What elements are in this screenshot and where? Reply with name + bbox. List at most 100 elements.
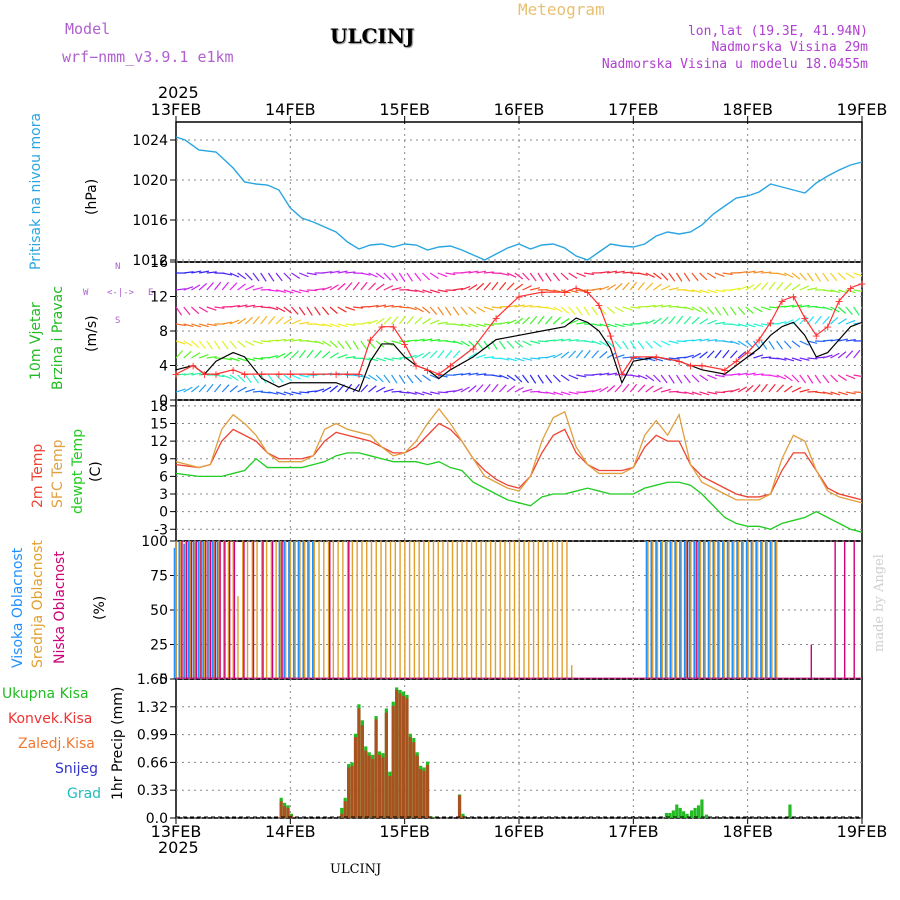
wind-gust-marker: + [377,321,386,334]
wind-arrow [429,319,440,325]
wind-arrow [522,388,533,393]
wind-arrow [398,374,406,384]
wind-arrow [614,323,625,328]
wind-arrow [460,340,470,347]
wind-gust-marker: + [211,368,220,381]
precip-legend-freezing: Zaledj.Kisa [18,736,95,752]
wind-arrow [229,357,240,362]
wind-arrow [807,357,818,360]
wind-arrow [745,306,754,314]
wind-arrow [329,340,338,349]
wind-arrow [375,386,386,393]
wind-gust-marker: + [572,282,581,295]
wind-arrow [237,283,246,291]
wind-arrow [599,372,610,376]
precip-conv-bar [425,764,430,818]
wind-arrow [730,340,740,346]
wind-arrow [722,272,733,276]
wind-arrow [760,383,768,393]
wind-arrow [475,282,485,291]
wind-gust-marker: + [309,368,318,381]
wind-arrow [260,315,268,325]
wind-arrow [530,287,541,291]
wind-arrow [660,272,669,281]
wind-gust-marker: + [189,360,198,373]
wind-arrow [822,391,833,395]
wind-gust-marker: + [800,312,809,325]
wind-arrow [229,282,238,291]
wind-arrow [391,340,402,345]
wind-arrow [229,340,237,349]
time-label-bottom: 17FEB [608,822,659,841]
wind-arrow [545,272,552,282]
wind-arrow [298,306,306,316]
wind-arrow [514,272,524,280]
wind-arrow [660,316,669,325]
wind-arrow [176,340,186,345]
wind-arrow [229,272,240,278]
wind-arrow [406,272,414,282]
wind-gust-marker: + [537,286,546,299]
wind-gust-marker: + [686,360,695,373]
wind-arrow [437,349,445,359]
wind-arrow [853,306,860,316]
wind-arrow [614,282,623,291]
wind-arrow [776,272,787,277]
wind-arrow [668,287,679,291]
wind-arrow [799,304,810,308]
wind-arrow [768,383,776,393]
wind-arrow [745,384,754,393]
compass-n: N [115,262,121,272]
wind-arrow [453,388,463,393]
wind-gust-line [175,283,863,376]
wind-arrow [807,340,818,344]
wind-arrow [791,340,801,348]
wind-arrow [622,282,630,291]
wind-arrow [783,340,792,349]
wind-arrow [445,349,453,359]
wind-arrow [722,390,733,393]
wind-arrow [222,357,233,361]
wind-arrow [483,356,494,359]
wind-arrow [653,283,662,291]
wind-gust-marker: + [274,368,283,381]
temp-ytick-label: 3 [159,487,168,503]
wind-arrow [622,383,630,393]
wind-arrow [491,281,499,291]
wind-gust-marker: + [343,368,352,381]
wind-arrow [699,391,710,396]
wind-arrow [345,271,356,274]
wind-arrow [668,272,676,282]
wind-arrow [221,281,230,291]
wind-arrow [229,304,240,308]
wind-arrow [406,306,417,311]
wind-ytick-label: 0 [159,393,168,409]
wind-arrow [799,285,810,291]
wind-arrow [383,340,394,347]
wind-arrow [722,340,733,344]
wind-gust-marker: + [789,291,798,304]
wind-arrow [360,340,368,350]
wind-arrow [322,323,333,328]
wind-arrow [252,340,263,345]
wind-arrow [583,306,591,316]
temp-frame [175,399,863,542]
wind-arrow [706,350,715,359]
wind-arrow [837,272,846,281]
wind-arrow [483,306,494,311]
wind-arrow [260,272,267,282]
wind-arrow [822,339,833,342]
wind-arrow [745,323,756,328]
pressure-ytick-label: 1024 [132,133,168,149]
wind-arrow [760,282,769,291]
wind-gust-marker: + [240,368,249,381]
wind-arrow [314,388,325,393]
wind-arrow [368,272,378,278]
wind-arrow [814,374,822,384]
wind-arrow [360,281,368,291]
wind-arrow [799,388,810,393]
wind-arrow [683,316,692,325]
wind-arrow [599,271,610,274]
wind-arrow [399,391,410,394]
model-label: Model [65,20,111,38]
